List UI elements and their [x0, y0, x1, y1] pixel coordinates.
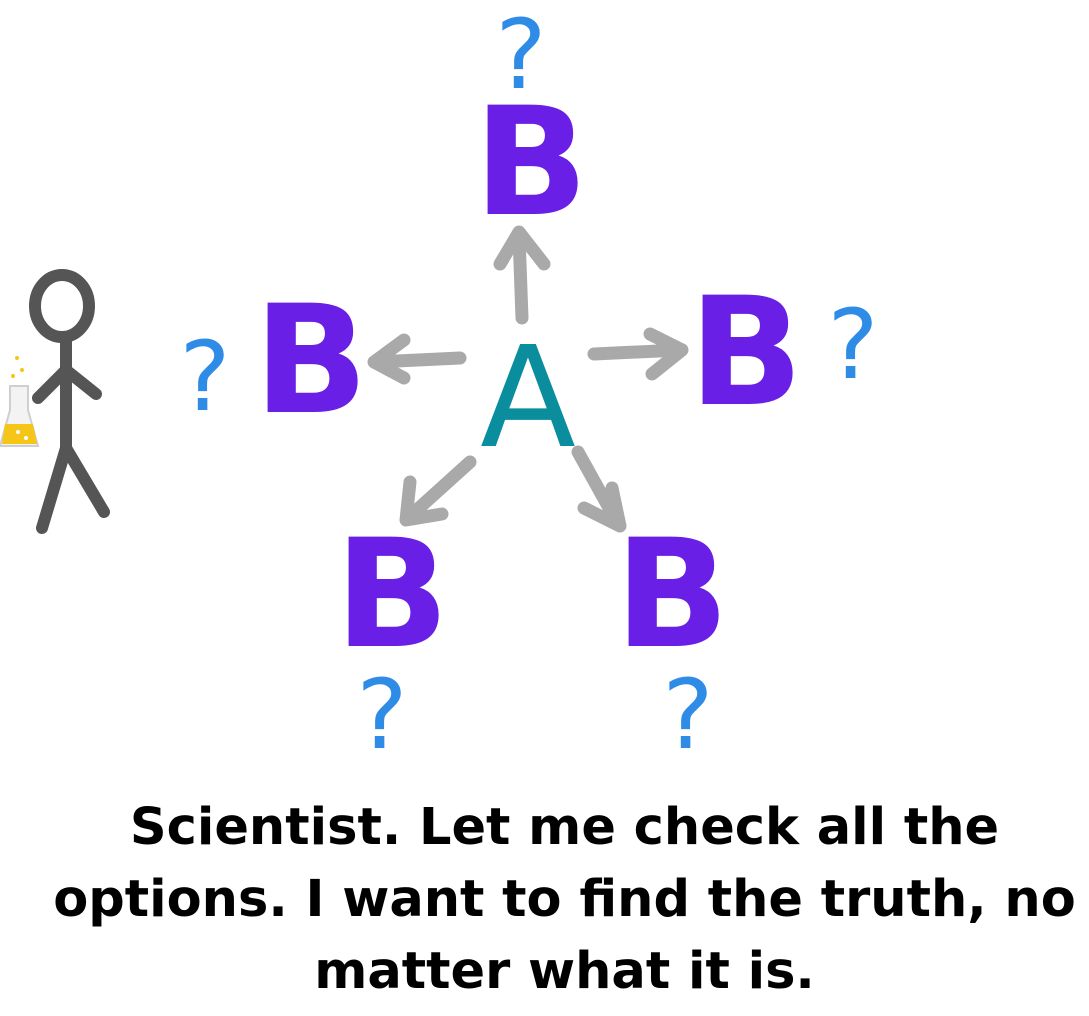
outcome-node-right: B — [689, 266, 803, 440]
question-mark-bottom-right: ? — [663, 659, 714, 771]
flask-icon — [0, 356, 40, 447]
outcome-node-top: B — [474, 76, 588, 250]
outcome-node-left: B — [254, 274, 368, 448]
outcome-node-bottom-right: B — [615, 508, 729, 682]
question-mark-right: ? — [828, 289, 879, 401]
scientist-legs — [36, 442, 110, 534]
outcome-node-bottom-left: B — [335, 508, 449, 682]
scientist-arm — [32, 364, 102, 404]
question-mark-top: ? — [496, 0, 547, 111]
center-node-a: A — [480, 317, 576, 480]
question-mark-bottom-left: ? — [357, 659, 408, 771]
arrow-left — [367, 333, 467, 385]
arrow-right — [587, 327, 689, 381]
question-mark-left: ? — [180, 321, 231, 433]
scientist-stick-figure — [29, 269, 110, 534]
arrow-down-left — [399, 455, 477, 527]
scientist-head — [29, 269, 95, 343]
caption-text: Scientist. Let me check all the options.… — [53, 798, 1076, 1001]
arrow-down-right — [571, 445, 627, 533]
arrow-up — [493, 225, 551, 325]
